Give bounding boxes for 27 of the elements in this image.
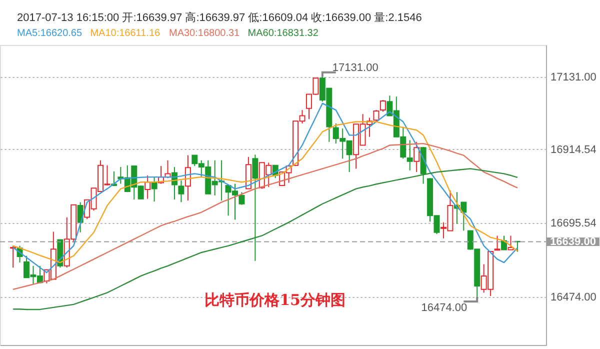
- text: MA10:16611.16: [90, 28, 161, 39]
- candlestick: [508, 235, 514, 250]
- candlestick: [494, 235, 500, 251]
- y-tick-label: 16474.00: [550, 292, 596, 304]
- candlestick: [501, 235, 508, 250]
- candlestick: [77, 202, 84, 233]
- candlestick: [252, 154, 258, 262]
- candlestick: [238, 192, 245, 206]
- y-tick-label: 16914.54: [550, 144, 596, 156]
- candlestick: [414, 141, 420, 173]
- candlestick: [406, 140, 413, 171]
- ref-line-label: 16639.00: [550, 236, 596, 248]
- line-series: [12, 168, 518, 310]
- y-tick-label: 17131.00: [550, 71, 596, 84]
- candlestick: [178, 180, 184, 203]
- annotation: 比特币价格15分钟图: [204, 291, 346, 309]
- candlestick: [151, 176, 158, 202]
- text: MA30:16800.31: [169, 28, 240, 39]
- annotation: 17131.00: [332, 62, 378, 74]
- candlestick: [380, 99, 386, 112]
- text: MA60:16831.32: [248, 28, 319, 39]
- chart-title: 2017-07-13 16:15:00 开:16639.97 高:16639.97 低:16609.04 收:16639.00 量:2.1546: [17, 11, 422, 24]
- candlestick: [144, 174, 151, 200]
- annotation: 16474.00: [421, 302, 468, 314]
- candlestick: [373, 110, 380, 122]
- y-tick-label: 16695.54: [550, 217, 596, 230]
- text: MA5:16620.65: [17, 28, 82, 39]
